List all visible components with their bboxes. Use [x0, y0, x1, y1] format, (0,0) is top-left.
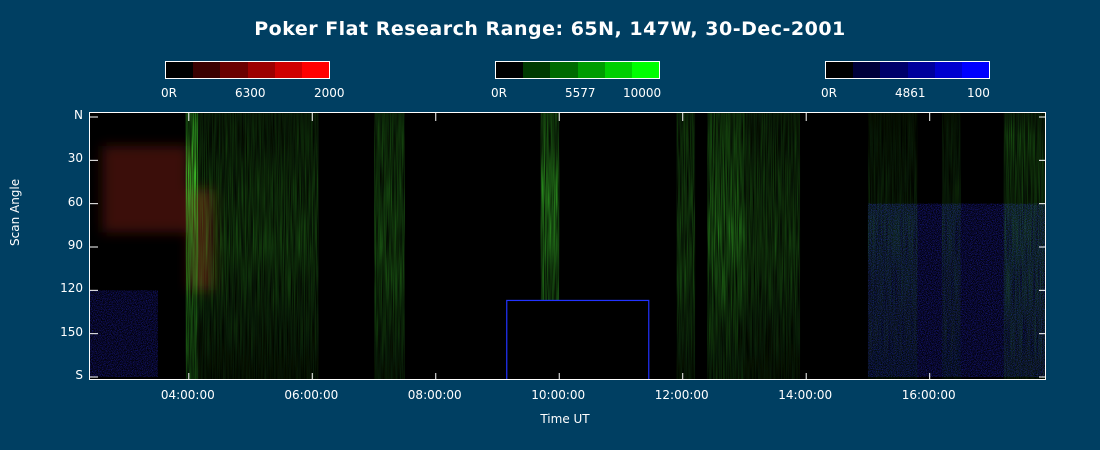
- colorbar-5577-wavelength-label: 5577: [565, 86, 596, 100]
- colorbar-5577-segment: [523, 62, 551, 78]
- x-axis-title: Time UT: [540, 412, 590, 426]
- green-5577-aurora-band: [942, 113, 961, 379]
- colorbar-4861-max-label: 100: [967, 86, 990, 100]
- y-axis-tick-label: 120: [60, 281, 83, 296]
- green-5577-aurora-band: [1003, 113, 1045, 379]
- colorbar-4861-min-label: 0R: [821, 86, 837, 100]
- colorbar-6300-segment: [247, 62, 275, 78]
- colorbar-6300-min-label: 0R: [161, 86, 177, 100]
- y-axis-tick-label: 90: [67, 238, 83, 252]
- keogram-plot-area: [89, 112, 1046, 380]
- y-axis-tick-label: N: [74, 108, 83, 122]
- y-axis-tick-label: 150: [60, 324, 83, 339]
- colorbar-4861-segment: [961, 62, 990, 78]
- colorbar-5577-max-label: 10000: [623, 86, 662, 100]
- green-5577-aurora-band: [867, 113, 918, 379]
- data-gap-region: [506, 299, 650, 379]
- colorbar-4861-blue: [825, 61, 990, 79]
- colorbar-6300-segment: [220, 62, 248, 78]
- colorbar-4861-segment: [826, 62, 854, 78]
- x-axis-tick-label: 04:00:00: [160, 388, 215, 402]
- green-5577-aurora-band: [707, 113, 745, 379]
- x-axis-tick-label: 14:00:00: [778, 388, 833, 402]
- y-axis-tick-label: 60: [67, 194, 83, 209]
- green-5577-aurora-band: [744, 113, 801, 379]
- colorbar-5577-segment: [550, 62, 578, 78]
- y-axis-tick-label: S: [75, 368, 83, 382]
- colorbar-6300-wavelength-label: 6300: [235, 86, 266, 100]
- keogram-heatmap: [90, 113, 1045, 379]
- colorbar-4861-segment: [880, 62, 908, 78]
- colorbar-4861-segment: [934, 62, 962, 78]
- colorbar-5577-segment: [604, 62, 632, 78]
- colorbar-6300-segment: [274, 62, 302, 78]
- colorbar-6300-red: [165, 61, 330, 79]
- colorbar-4861-segment: [907, 62, 935, 78]
- x-axis-tick-label: 10:00:00: [531, 388, 586, 402]
- colorbar-4861-segment: [853, 62, 881, 78]
- colorbar-4861-wavelength-label: 4861: [895, 86, 926, 100]
- colorbar-5577-segment: [496, 62, 524, 78]
- x-axis-tick-label: 12:00:00: [654, 388, 709, 402]
- colorbar-5577-segment: [577, 62, 605, 78]
- colorbar-6300-max-label: 2000: [314, 86, 345, 100]
- x-axis-tick-label: 06:00:00: [284, 388, 339, 402]
- colorbar-5577-segment: [631, 62, 660, 78]
- colorbar-6300-segment: [301, 62, 330, 78]
- green-5577-aurora-band: [676, 113, 696, 379]
- y-axis-title: Scan Angle: [8, 178, 22, 246]
- blue-4861-emission-region: [90, 290, 158, 377]
- red-6300-emission-region: [102, 145, 189, 233]
- chart-title: Poker Flat Research Range: 65N, 147W, 30…: [254, 18, 846, 40]
- y-axis-tick-label: 30: [67, 151, 83, 166]
- colorbar-5577-min-label: 0R: [491, 86, 507, 100]
- green-5577-aurora-band: [185, 113, 199, 379]
- green-5577-aurora-band: [374, 113, 405, 379]
- green-5577-aurora-band: [198, 113, 319, 379]
- x-axis-tick-label: 16:00:00: [901, 388, 956, 402]
- colorbar-6300-segment: [193, 62, 221, 78]
- colorbar-6300-segment: [166, 62, 194, 78]
- x-axis-tick-label: 08:00:00: [407, 388, 462, 402]
- colorbar-5577-green: [495, 61, 660, 79]
